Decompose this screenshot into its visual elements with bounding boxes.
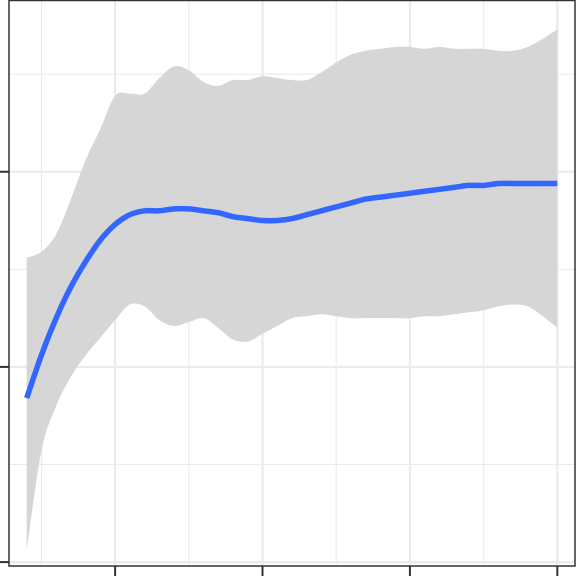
chart [0,0,576,576]
